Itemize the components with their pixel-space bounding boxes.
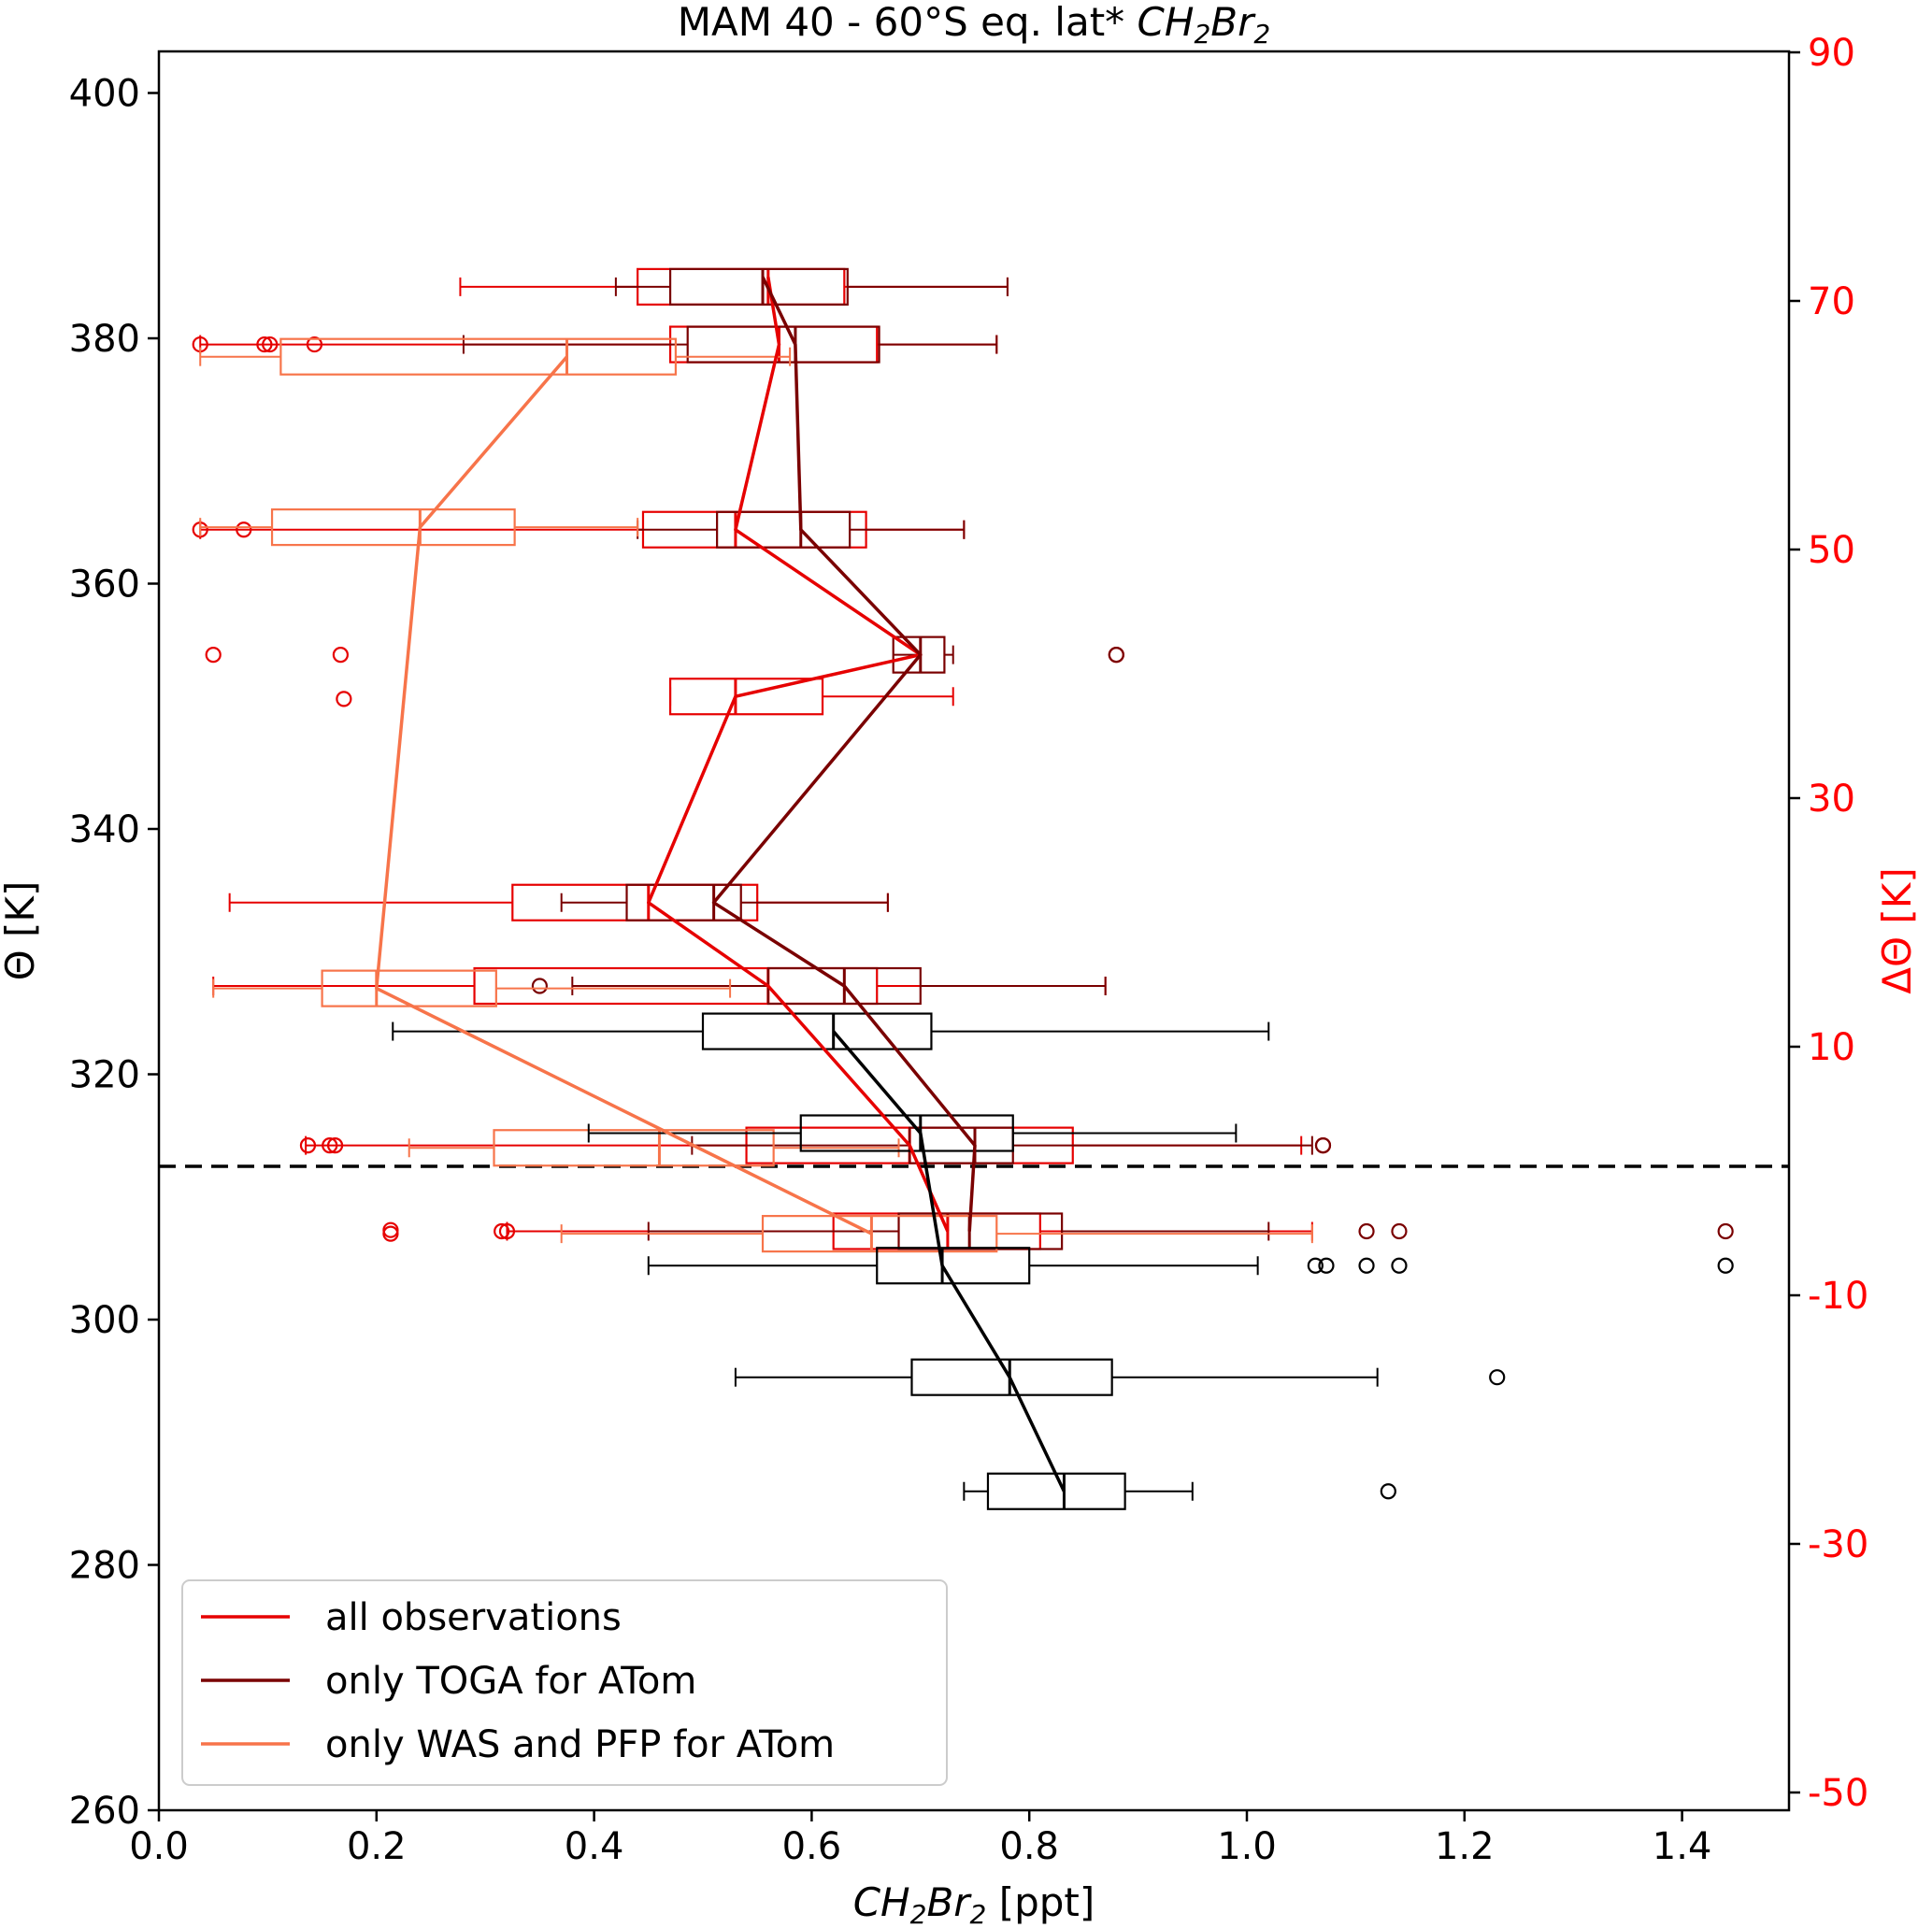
outlier-point bbox=[382, 1221, 399, 1238]
median-line bbox=[375, 355, 873, 1235]
y-tick-label: 260 bbox=[69, 1790, 140, 1833]
plot-frame bbox=[157, 50, 1791, 1812]
outlier-point bbox=[1380, 1483, 1396, 1500]
outlier-point bbox=[256, 336, 273, 353]
box bbox=[270, 508, 516, 547]
chart-title: MAM 40 - 60°S eq. lat* CH2Br2 bbox=[678, 0, 1270, 50]
legend-label: all observations bbox=[325, 1596, 622, 1639]
box bbox=[511, 883, 759, 921]
outlier-point bbox=[1391, 1257, 1408, 1274]
outlier-point bbox=[306, 336, 323, 353]
outlier-point bbox=[1318, 1257, 1335, 1274]
legend-box bbox=[181, 1579, 948, 1786]
outlier-point bbox=[262, 336, 279, 353]
outlier-point bbox=[299, 1137, 317, 1154]
y-tick-label: 280 bbox=[69, 1545, 140, 1588]
y-tick-label: 300 bbox=[69, 1299, 140, 1342]
box bbox=[625, 883, 742, 921]
outlier-point bbox=[1717, 1257, 1734, 1274]
box bbox=[473, 966, 879, 1006]
median-line bbox=[832, 1030, 1066, 1492]
outlier-point bbox=[531, 978, 549, 994]
x-tick-label: 1.4 bbox=[1653, 1825, 1712, 1868]
x-tick-label: 0.8 bbox=[999, 1825, 1059, 1868]
x-tick-label: 1.2 bbox=[1435, 1825, 1495, 1868]
box bbox=[668, 678, 824, 716]
y2-tick-label: 30 bbox=[1808, 778, 1855, 821]
y-axis-label: Θ [K] bbox=[0, 881, 43, 981]
outlier-point bbox=[236, 521, 252, 538]
y2-tick-label: 10 bbox=[1808, 1026, 1855, 1069]
outlier-point bbox=[1307, 1257, 1324, 1274]
y-tick-label: 360 bbox=[69, 564, 140, 607]
y2-tick-label: -50 bbox=[1808, 1772, 1868, 1815]
y-tick-label: 340 bbox=[69, 808, 140, 851]
outlier-point bbox=[1358, 1222, 1375, 1240]
y2-tick-label: 70 bbox=[1808, 280, 1855, 323]
x-tick-label: 0.6 bbox=[782, 1825, 842, 1868]
box bbox=[761, 1215, 998, 1253]
y2-tick-label: -30 bbox=[1808, 1523, 1868, 1566]
box bbox=[668, 267, 849, 306]
x-tick-label: 0.0 bbox=[129, 1825, 189, 1868]
median-line bbox=[647, 277, 950, 1233]
chart-marks-layer bbox=[159, 267, 1789, 1510]
y-tick-label: 380 bbox=[69, 318, 140, 361]
box bbox=[321, 969, 497, 1007]
outlier-point bbox=[332, 647, 349, 664]
legend: all observations only TOGA for ATom only W… bbox=[181, 1579, 948, 1786]
outlier-point bbox=[322, 1137, 338, 1154]
box bbox=[686, 325, 880, 364]
box bbox=[910, 1358, 1113, 1396]
legend-label: only WAS and PFP for ATom bbox=[325, 1723, 835, 1766]
y2-tick-label: -10 bbox=[1808, 1275, 1868, 1318]
outlier-point bbox=[1314, 1137, 1332, 1154]
legend-label: only TOGA for ATom bbox=[325, 1660, 696, 1703]
outlier-point bbox=[494, 1222, 510, 1240]
x-tick-label: 1.0 bbox=[1217, 1825, 1277, 1868]
y2-tick-label: 50 bbox=[1808, 529, 1855, 572]
outlier-point bbox=[336, 691, 352, 707]
outlier-point bbox=[205, 647, 222, 664]
y2-axis-label: ΔΘ [K] bbox=[1874, 867, 1920, 993]
box bbox=[892, 636, 946, 674]
outlier-point bbox=[1717, 1222, 1734, 1240]
x-axis-label: CH2Br2 [ppt] bbox=[853, 1879, 1095, 1928]
box bbox=[876, 1247, 1031, 1285]
x-tick-label: 0.4 bbox=[565, 1825, 624, 1868]
box bbox=[279, 337, 678, 376]
box bbox=[897, 1212, 1064, 1250]
box bbox=[701, 1012, 933, 1050]
y-tick-label: 320 bbox=[69, 1054, 140, 1097]
outlier-point bbox=[326, 1137, 344, 1154]
y-tick-label: 400 bbox=[69, 73, 140, 116]
outlier-point bbox=[498, 1222, 516, 1240]
box bbox=[716, 510, 852, 549]
box bbox=[493, 1129, 775, 1167]
outlier-point bbox=[1489, 1369, 1506, 1386]
outlier-point bbox=[1358, 1257, 1375, 1274]
outlier-point bbox=[1391, 1222, 1408, 1240]
x-tick-label: 0.2 bbox=[347, 1825, 407, 1868]
median-line bbox=[711, 276, 977, 1232]
outlier-point bbox=[1108, 647, 1124, 664]
y2-tick-label: 90 bbox=[1808, 32, 1855, 75]
